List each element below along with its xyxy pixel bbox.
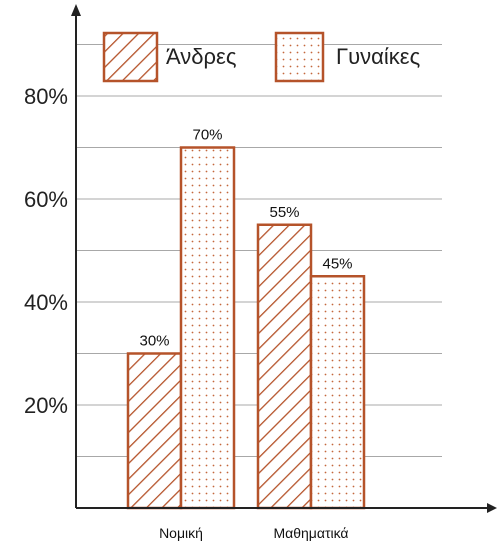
y-tick-label: 40% bbox=[24, 290, 68, 315]
data-label-math-men: 55% bbox=[269, 204, 299, 221]
bar-law-men bbox=[126, 352, 183, 510]
x-axis-arrow bbox=[487, 503, 497, 513]
y-tick-label: 80% bbox=[24, 84, 68, 109]
category-label-law: Νομική bbox=[159, 525, 203, 541]
legend: Άνδρες Γυναίκες bbox=[102, 31, 420, 83]
legend-swatch-women bbox=[274, 31, 325, 83]
labels: 30% 70% Νομική 55% 45% Μαθηματικά 20% 40% 60% 80% bbox=[24, 84, 353, 541]
axes bbox=[71, 4, 497, 513]
bar-math-women bbox=[309, 275, 366, 510]
data-label-law-women: 70% bbox=[192, 127, 222, 144]
bars bbox=[126, 146, 366, 510]
legend-label-men: Άνδρες bbox=[166, 44, 236, 69]
y-tick-label: 20% bbox=[24, 393, 68, 418]
bar-math-men bbox=[256, 223, 313, 510]
data-label-law-men: 30% bbox=[139, 333, 169, 350]
data-label-math-women: 45% bbox=[322, 255, 352, 272]
category-label-math: Μαθηματικά bbox=[273, 525, 348, 541]
y-tick-label: 60% bbox=[24, 187, 68, 212]
legend-swatch-men bbox=[102, 31, 159, 83]
legend-label-women: Γυναίκες bbox=[336, 44, 420, 69]
bar-law-women bbox=[179, 146, 236, 510]
y-axis-arrow bbox=[71, 4, 81, 16]
